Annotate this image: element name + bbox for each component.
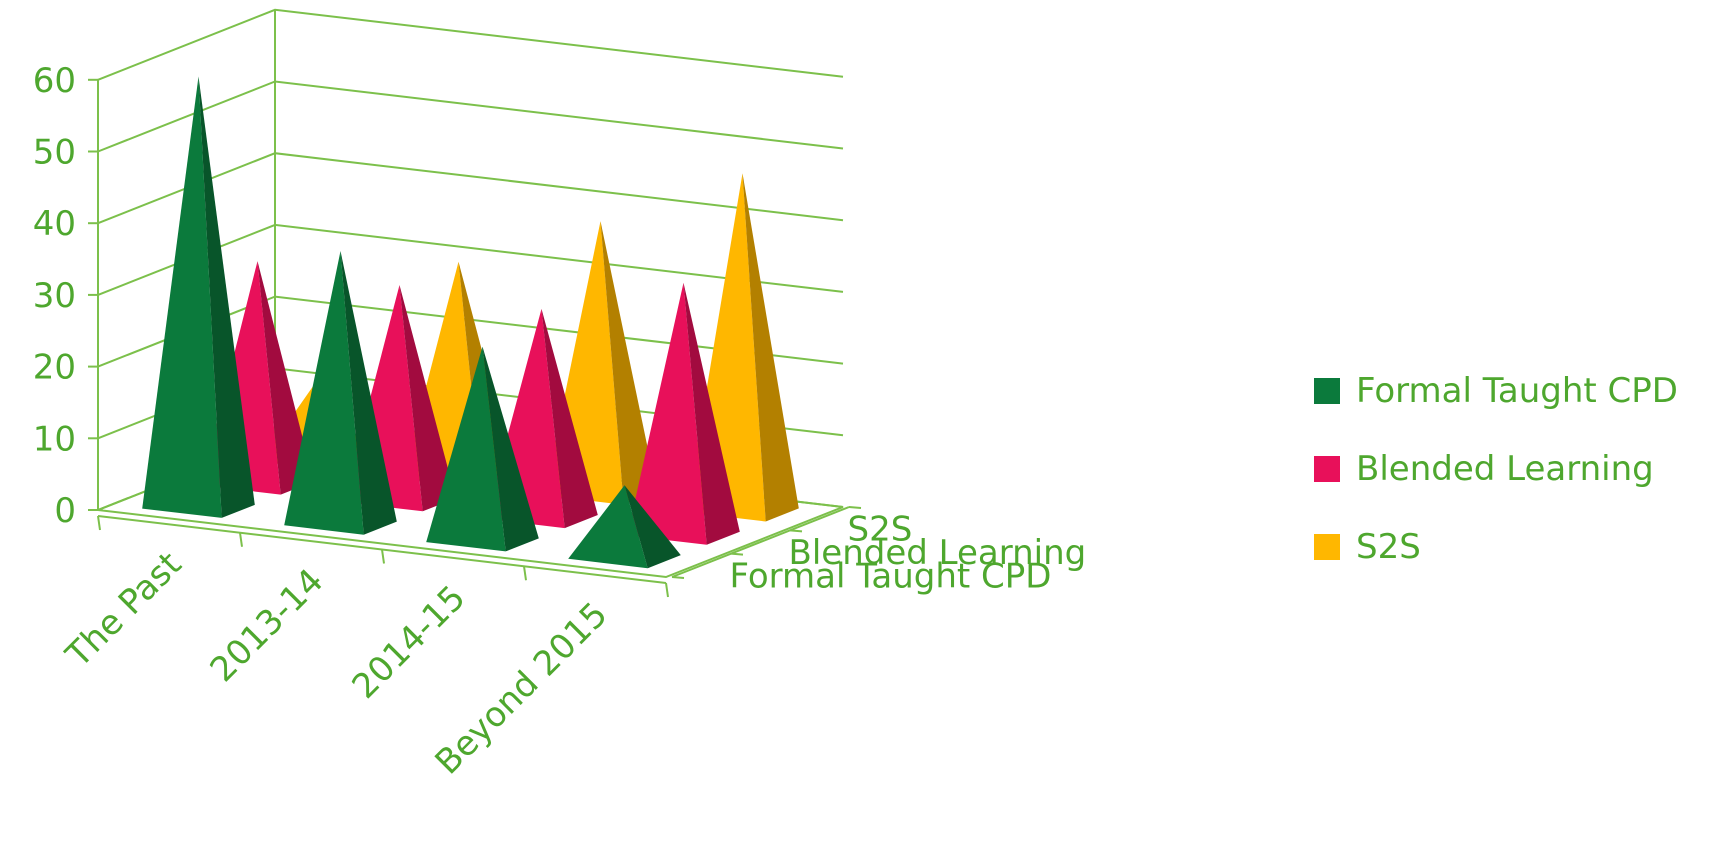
pyramid-bar: [284, 251, 397, 535]
pyramid-front-face: [426, 346, 506, 552]
legend-item: Blended Learning: [1314, 430, 1678, 508]
y-axis: 0 10 20 30 40 50 60: [33, 61, 99, 531]
pyramid-bar: [142, 76, 255, 518]
legend-item: Formal Taught CPD: [1314, 352, 1678, 430]
gridline: [97, 8, 844, 81]
depth-axis-line: [671, 506, 850, 578]
depth-tick: [848, 506, 862, 509]
pyramid-side-face: [257, 261, 314, 495]
x-tick: [665, 582, 669, 598]
pyramid-side-face: [482, 346, 539, 552]
pyramid-side-face: [683, 282, 740, 545]
x-tick: [97, 515, 101, 531]
depth-tick-label: S2S: [848, 510, 913, 550]
legend-item: S2S: [1314, 508, 1678, 586]
pyramid-bar: [568, 485, 681, 569]
depth-tick: [671, 576, 685, 579]
x-tick: [381, 549, 385, 564]
y-tick-label: 10: [33, 419, 76, 459]
y-tick-label: 60: [33, 61, 76, 101]
pyramid-front-face: [627, 282, 707, 545]
x-tick-label: The Past: [58, 544, 189, 675]
legend-swatch: [1314, 378, 1340, 404]
pyramid-bar: [426, 346, 539, 552]
chart-marks: [142, 76, 799, 569]
y-tick-label: 30: [33, 276, 76, 316]
x-tick-label: 2014-15: [345, 578, 474, 707]
pyramid-side-face: [198, 76, 255, 518]
pyramid-side-face: [541, 308, 598, 529]
depth-tick-label: Blended Learning: [789, 533, 1087, 573]
legend-label: S2S: [1356, 527, 1421, 567]
legend-label: Formal Taught CPD: [1356, 371, 1678, 411]
pyramid-side-face: [600, 221, 657, 505]
legend: Formal Taught CPD Blended Learning S2S: [1314, 352, 1678, 586]
pyramid-front-face: [568, 485, 648, 569]
legend-label: Blended Learning: [1356, 449, 1654, 489]
pyramid-side-face: [624, 485, 681, 569]
pyramid-side-face: [399, 285, 456, 512]
pyramid-side-face: [742, 173, 799, 522]
x-tick: [239, 532, 243, 547]
x-tick: [523, 566, 527, 581]
depth-tick: [789, 529, 803, 533]
y-tick-label: 0: [54, 491, 76, 531]
x-tick-label: 2013-14: [203, 561, 332, 690]
gridline: [97, 80, 844, 153]
pyramid-front-face: [142, 76, 222, 518]
pyramid-bar: [627, 282, 740, 545]
depth-tick: [730, 552, 744, 556]
depth-tick-label: Formal Taught CPD: [730, 556, 1052, 596]
pyramid-side-face: [340, 251, 397, 535]
pyramid-front-face: [284, 251, 364, 535]
y-tick-label: 40: [33, 204, 76, 244]
legend-swatch: [1314, 534, 1340, 560]
y-tick-label: 20: [33, 348, 76, 388]
y-tick-label: 50: [33, 133, 76, 173]
legend-swatch: [1314, 456, 1340, 482]
